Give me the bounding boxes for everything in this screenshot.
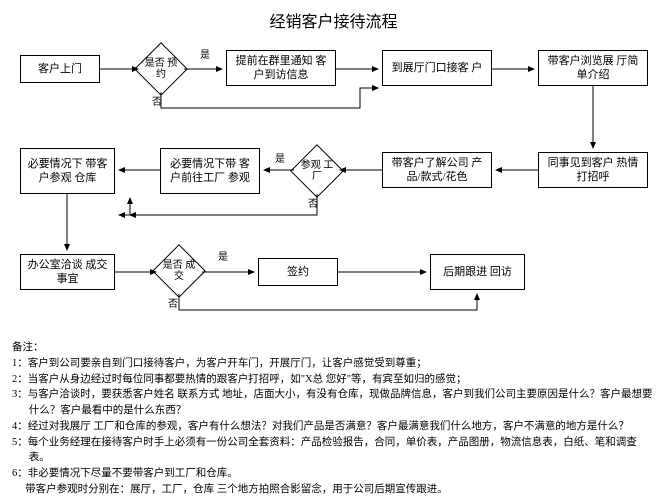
notes-section: 备注： 1：客户到公司要亲自到门口接待客户，为客户开车门，开展厅门，让客户感觉受… xyxy=(12,340,655,498)
notes-title: 备注： xyxy=(12,340,655,356)
note-item: 5：每个业务经理在接待客户时手上必须有一份公司全套资料：产品检验报告，合同，单价… xyxy=(12,435,655,467)
note-item: 1：客户到公司要亲自到门口接待客户，为客户开车门，开展厅门，让客户感觉受到尊重； xyxy=(12,356,655,372)
note-item: 6：非必要情况下尽量不要带客户到工厂和仓库。 xyxy=(12,466,655,482)
note-item: 3：与客户洽谈时，要获悉客户姓名 联系方式 地址，店面大小，有没有仓库，现做品牌… xyxy=(12,387,655,419)
note-item: 4：经过对我展厅 工厂和仓库的参观，客户有什么想法？对我们产品是否满意？客户最满… xyxy=(12,419,655,435)
note-item: 带客户参观时分别在：展厅，工厂，仓库 三个地方拍照合影留念，用于公司后期宣传跟进… xyxy=(12,482,655,498)
note-item: 2：当客户从身边经过时每位同事都要热情的跟客户打招呼，如"X总 您好"等，有宾至… xyxy=(12,372,655,388)
